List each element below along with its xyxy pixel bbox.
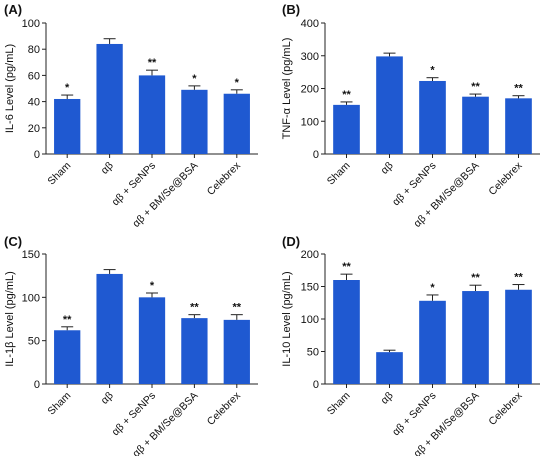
chart-panel-3: (C) 0 50 100 150 IL-1β Level (pg/mL) ** Sham αβ *…	[4, 234, 258, 456]
y-tick-label: 50	[28, 336, 40, 348]
bar-4	[181, 89, 208, 154]
y-tick-label: 100	[301, 314, 319, 326]
y-tick-label: 40	[28, 97, 40, 109]
panel-label: (D)	[282, 234, 300, 249]
bar-3	[138, 297, 166, 384]
significance-label: *	[235, 77, 240, 89]
bar-1	[54, 98, 81, 154]
bar-1	[333, 280, 360, 384]
bar-2	[376, 352, 403, 384]
y-tick-label: 0	[313, 149, 319, 161]
x-tick-label: Sham	[45, 159, 73, 187]
x-tick-label: Celebrex	[205, 389, 244, 428]
y-tick-label: 0	[313, 379, 319, 391]
bar-5	[505, 98, 532, 154]
y-tick-label: 0	[34, 379, 40, 391]
bar-1	[54, 330, 81, 384]
x-tick-label: Celebrex	[486, 389, 525, 428]
y-tick-label: 100	[22, 292, 40, 304]
significance-label: **	[514, 83, 523, 95]
y-axis-title: TNF-α Level (pg/mL)	[281, 38, 293, 140]
bar-3	[138, 75, 166, 154]
bar-4	[181, 318, 208, 384]
chart-panel-2: (B) 0 100 200 300 400 TNF-α Level (pg/mL) ** Sha…	[281, 2, 540, 230]
y-tick-label: 300	[301, 51, 319, 63]
y-tick-label: 100	[301, 116, 319, 128]
y-tick-label: 150	[301, 282, 319, 294]
significance-label: *	[65, 82, 70, 94]
x-tick-label: αβ	[99, 390, 116, 407]
significance-label: *	[150, 280, 155, 292]
panel-label: (C)	[4, 234, 22, 249]
bar-3	[419, 300, 446, 384]
x-tick-label: αβ	[379, 390, 396, 407]
significance-label: **	[233, 302, 242, 314]
y-axis-title: IL-6 Level (pg/mL)	[4, 44, 16, 133]
y-tick-label: 0	[34, 149, 40, 161]
significance-label: *	[192, 73, 197, 85]
significance-label: **	[514, 272, 523, 284]
x-tick-label: Celebrex	[486, 159, 525, 198]
y-tick-label: 50	[307, 347, 319, 359]
bar-2	[96, 273, 123, 384]
significance-label: **	[471, 81, 480, 93]
significance-label: *	[430, 65, 435, 77]
x-tick-label: Sham	[325, 389, 353, 417]
significance-label: *	[430, 282, 435, 294]
y-axis-title: IL-10 Level (pg/mL)	[281, 271, 293, 366]
y-tick-label: 150	[22, 249, 40, 261]
y-tick-label: 400	[301, 18, 319, 30]
chart-panel-1: (A) 0 20 40 60 80 100 IL-6 Level (pg/mL) * Sham αβ…	[4, 2, 258, 230]
significance-label: **	[342, 89, 351, 101]
bar-5	[505, 289, 532, 384]
x-tick-label: Sham	[45, 389, 73, 417]
chart-panel-4: (D) 0 50 100 150 200 IL-10 Level (pg/mL) ** Sham…	[281, 234, 540, 456]
y-tick-label: 200	[301, 249, 319, 261]
y-tick-label: 60	[28, 70, 40, 82]
significance-label: **	[63, 314, 72, 326]
y-tick-label: 100	[22, 18, 40, 30]
y-tick-label: 80	[28, 44, 40, 56]
y-tick-label: 200	[301, 84, 319, 96]
bar-2	[376, 56, 403, 154]
bar-5	[223, 93, 250, 154]
bar-2	[96, 43, 123, 154]
bar-3	[419, 80, 446, 154]
significance-label: **	[471, 272, 480, 284]
significance-label: **	[342, 261, 351, 273]
y-tick-label: 20	[28, 123, 40, 135]
x-tick-label: αβ	[99, 160, 116, 177]
panel-label: (B)	[282, 2, 300, 17]
bar-4	[462, 291, 489, 384]
bar-5	[223, 319, 250, 384]
y-axis-title: IL-1β Level (pg/mL)	[4, 271, 16, 367]
x-tick-label: αβ	[379, 160, 396, 177]
panel-label: (A)	[4, 2, 22, 17]
bar-1	[333, 104, 360, 154]
bar-4	[462, 96, 489, 154]
x-tick-label: Sham	[325, 159, 353, 187]
significance-label: **	[190, 302, 199, 314]
significance-label: **	[148, 57, 157, 69]
x-tick-label: Celebrex	[205, 159, 244, 198]
